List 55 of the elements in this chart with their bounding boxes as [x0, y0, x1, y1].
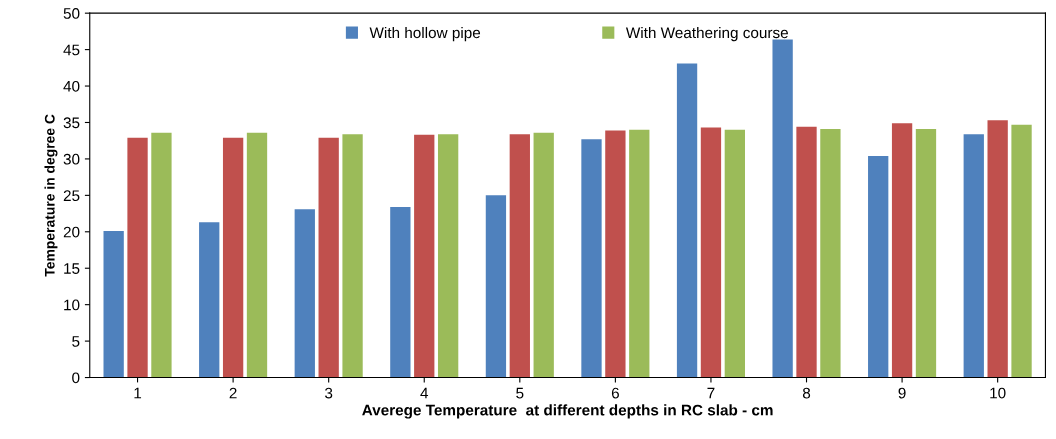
bar	[915, 129, 937, 378]
bar	[246, 132, 268, 378]
x-tick-label: 1	[134, 387, 142, 399]
bar	[127, 137, 148, 378]
bar	[103, 231, 124, 378]
y-tick-label: 20	[63, 226, 80, 238]
bar	[605, 130, 626, 378]
bar	[772, 39, 793, 378]
bar	[1011, 124, 1032, 378]
bar	[629, 129, 650, 378]
bar	[724, 129, 745, 378]
x-tick-label: 5	[516, 387, 524, 399]
bar	[963, 134, 984, 378]
bar	[987, 120, 1008, 378]
bar	[509, 134, 530, 378]
y-tick-label: 5	[72, 336, 80, 347]
x-tick-label: 10	[990, 387, 1006, 399]
y-tick-label: 10	[64, 299, 80, 311]
bar	[581, 139, 602, 378]
x-axis-title: Averege Temperature at different depths in RC slab - cm	[362, 404, 773, 419]
y-tick-label: 45	[63, 44, 80, 56]
y-tick-label: 50	[63, 8, 80, 19]
x-tick-label: 2	[229, 387, 237, 399]
y-tick-label: 40	[63, 80, 80, 92]
x-tick-label: 4	[420, 387, 429, 399]
legend-label: With hollow pipe	[369, 26, 481, 42]
x-tick-label: 3	[325, 387, 333, 399]
y-tick-label: 35	[63, 117, 80, 129]
bar	[485, 195, 507, 378]
bar	[390, 207, 411, 378]
bar	[294, 209, 315, 378]
x-tick-label: 9	[898, 387, 906, 399]
x-tick-label: 8	[802, 387, 811, 399]
y-tick-label: 30	[63, 153, 80, 165]
bar	[151, 132, 172, 378]
bar	[700, 127, 722, 378]
x-tick-label: 7	[707, 387, 715, 399]
bar	[342, 134, 363, 378]
bar	[533, 132, 554, 378]
bar	[820, 129, 841, 378]
y-tick-label: 15	[64, 263, 80, 274]
bar	[414, 134, 435, 378]
bar	[796, 126, 817, 378]
bar	[676, 63, 698, 378]
y-tick-label: 0	[72, 372, 80, 384]
legend-label: With Weathering course	[625, 26, 788, 42]
y-tick-label: 25	[63, 190, 80, 202]
y-axis-title: Temperature in degree C	[44, 114, 58, 277]
bar	[868, 156, 889, 378]
x-tick-label: 6	[611, 387, 619, 399]
bar	[437, 134, 459, 378]
bar	[318, 137, 339, 378]
bar	[222, 137, 244, 378]
bar	[891, 123, 913, 378]
bar	[199, 222, 220, 378]
